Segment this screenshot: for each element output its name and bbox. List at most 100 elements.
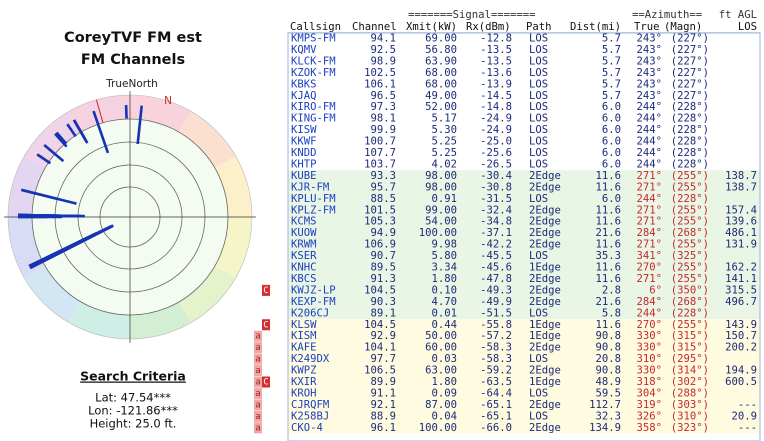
flag-letter: C bbox=[263, 286, 268, 296]
magn-cell: (255°) bbox=[671, 216, 709, 228]
channel-cell: 94.9 bbox=[370, 227, 396, 239]
magn-cell: (255°) bbox=[671, 204, 709, 216]
section-background bbox=[288, 32, 760, 171]
signal-spike bbox=[43, 144, 65, 163]
channel-cell: 88.9 bbox=[370, 410, 396, 422]
xmit-cell: 100.00 bbox=[419, 422, 457, 434]
callsign: K206CJ bbox=[291, 307, 329, 319]
callsign: CJRQFM bbox=[291, 399, 329, 411]
callsign: KROH bbox=[291, 387, 317, 399]
xmit-cell: 4.02 bbox=[431, 158, 457, 170]
agl-cell: --- bbox=[738, 399, 757, 411]
compass-ring bbox=[130, 95, 191, 133]
rx-cell: -24.9 bbox=[480, 113, 512, 125]
callsign: KJAQ bbox=[291, 90, 317, 102]
rx-cell: -58.3 bbox=[480, 342, 512, 354]
true-cell: 244° bbox=[636, 101, 662, 113]
callsign: KNHC bbox=[291, 262, 317, 274]
magn-cell: (228°) bbox=[671, 101, 709, 113]
channel-cell: 104.1 bbox=[364, 342, 396, 354]
channel-cell: 104.5 bbox=[364, 319, 396, 331]
magn-cell: (228°) bbox=[671, 307, 709, 319]
callsign: KLSW bbox=[291, 319, 317, 331]
true-cell: 270° bbox=[636, 262, 662, 274]
agl-cell: 131.9 bbox=[725, 239, 757, 251]
longitude: Lon: -121.86*** bbox=[88, 404, 178, 418]
magn-cell: (227°) bbox=[671, 33, 709, 45]
agl-cell: 486.1 bbox=[725, 227, 757, 239]
agl-cell: 20.9 bbox=[731, 410, 757, 422]
magn-cell: (310°) bbox=[671, 410, 709, 422]
signal-spike bbox=[36, 153, 52, 165]
magn-cell: (315°) bbox=[671, 330, 709, 342]
xmit-cell: 1.80 bbox=[431, 376, 457, 388]
rx-cell: -65.1 bbox=[480, 399, 512, 411]
column-header: (Magn) bbox=[664, 21, 702, 33]
dist-cell: 59.5 bbox=[595, 387, 621, 399]
compass-ring bbox=[214, 156, 252, 217]
agl-cell: 194.9 bbox=[725, 365, 757, 377]
agl-cell: 162.2 bbox=[725, 262, 757, 274]
magn-cell: (255°) bbox=[671, 181, 709, 193]
true-cell: 319° bbox=[636, 399, 662, 411]
callsign: KHTP bbox=[291, 158, 317, 170]
xmit-cell: 63.90 bbox=[425, 55, 457, 67]
column-header: Xmit(kW) bbox=[406, 21, 457, 33]
channel-cell: 99.9 bbox=[370, 124, 396, 136]
rx-cell: -47.8 bbox=[480, 273, 512, 285]
dist-cell: 21.6 bbox=[595, 296, 621, 308]
rx-cell: -34.8 bbox=[480, 216, 512, 228]
channel-cell: 105.3 bbox=[364, 216, 396, 228]
xmit-cell: 5.17 bbox=[431, 113, 457, 125]
path-cell: LOS bbox=[529, 33, 548, 45]
path-cell: LOS bbox=[529, 101, 548, 113]
xmit-cell: 4.70 bbox=[431, 296, 457, 308]
magn-cell: (227°) bbox=[671, 67, 709, 79]
rx-cell: -59.2 bbox=[480, 365, 512, 377]
xmit-cell: 69.00 bbox=[425, 33, 457, 45]
path-cell: 2Edge bbox=[529, 273, 561, 285]
rx-cell: -32.4 bbox=[480, 204, 512, 216]
callsign: KMPS-FM bbox=[291, 33, 336, 45]
magn-cell: (255°) bbox=[671, 170, 709, 182]
channel-cell: 93.3 bbox=[370, 170, 396, 182]
rx-cell: -25.0 bbox=[480, 136, 512, 148]
agl-cell: 138.7 bbox=[725, 181, 757, 193]
xmit-cell: 5.25 bbox=[431, 136, 457, 148]
callsign: KSER bbox=[291, 250, 317, 262]
magn-cell: (227°) bbox=[671, 55, 709, 67]
signal-spike bbox=[28, 249, 62, 268]
callsign: CKO-4 bbox=[291, 422, 323, 434]
magn-cell: (228°) bbox=[671, 124, 709, 136]
rx-cell: -57.2 bbox=[480, 330, 512, 342]
dist-cell: 11.6 bbox=[595, 181, 621, 193]
path-cell: 2Edge bbox=[529, 204, 561, 216]
flag-badge bbox=[254, 376, 262, 388]
rx-cell: -45.6 bbox=[480, 262, 512, 274]
column-header: Rx(dBm) bbox=[466, 21, 511, 33]
dist-cell: 11.6 bbox=[595, 273, 621, 285]
rx-cell: -65.1 bbox=[480, 410, 512, 422]
agl-cell: 200.2 bbox=[725, 342, 757, 354]
true-cell: 243° bbox=[636, 44, 662, 56]
true-cell: 271° bbox=[636, 170, 662, 182]
path-cell: 2Edge bbox=[529, 399, 561, 411]
path-cell: LOS bbox=[529, 113, 548, 125]
rx-cell: -13.9 bbox=[480, 78, 512, 90]
callsign: KING-FM bbox=[291, 113, 336, 125]
panel-subtitle: FM Channels bbox=[81, 52, 185, 68]
compass-ring bbox=[24, 266, 81, 323]
true-cell: 243° bbox=[636, 55, 662, 67]
polar-plot bbox=[4, 91, 256, 343]
magn-cell: (288°) bbox=[671, 387, 709, 399]
callsign: KWJZ-LP bbox=[291, 284, 336, 296]
compass-ring bbox=[179, 266, 236, 323]
dist-cell: 11.6 bbox=[595, 216, 621, 228]
callsign: KXIR bbox=[291, 376, 317, 388]
path-cell: 2Edge bbox=[529, 284, 561, 296]
rx-cell: -13.5 bbox=[480, 55, 512, 67]
channel-cell: 91.1 bbox=[370, 387, 396, 399]
magn-cell: (268°) bbox=[671, 227, 709, 239]
true-cell: 243° bbox=[636, 33, 662, 45]
callsign: KWPZ bbox=[291, 365, 317, 377]
